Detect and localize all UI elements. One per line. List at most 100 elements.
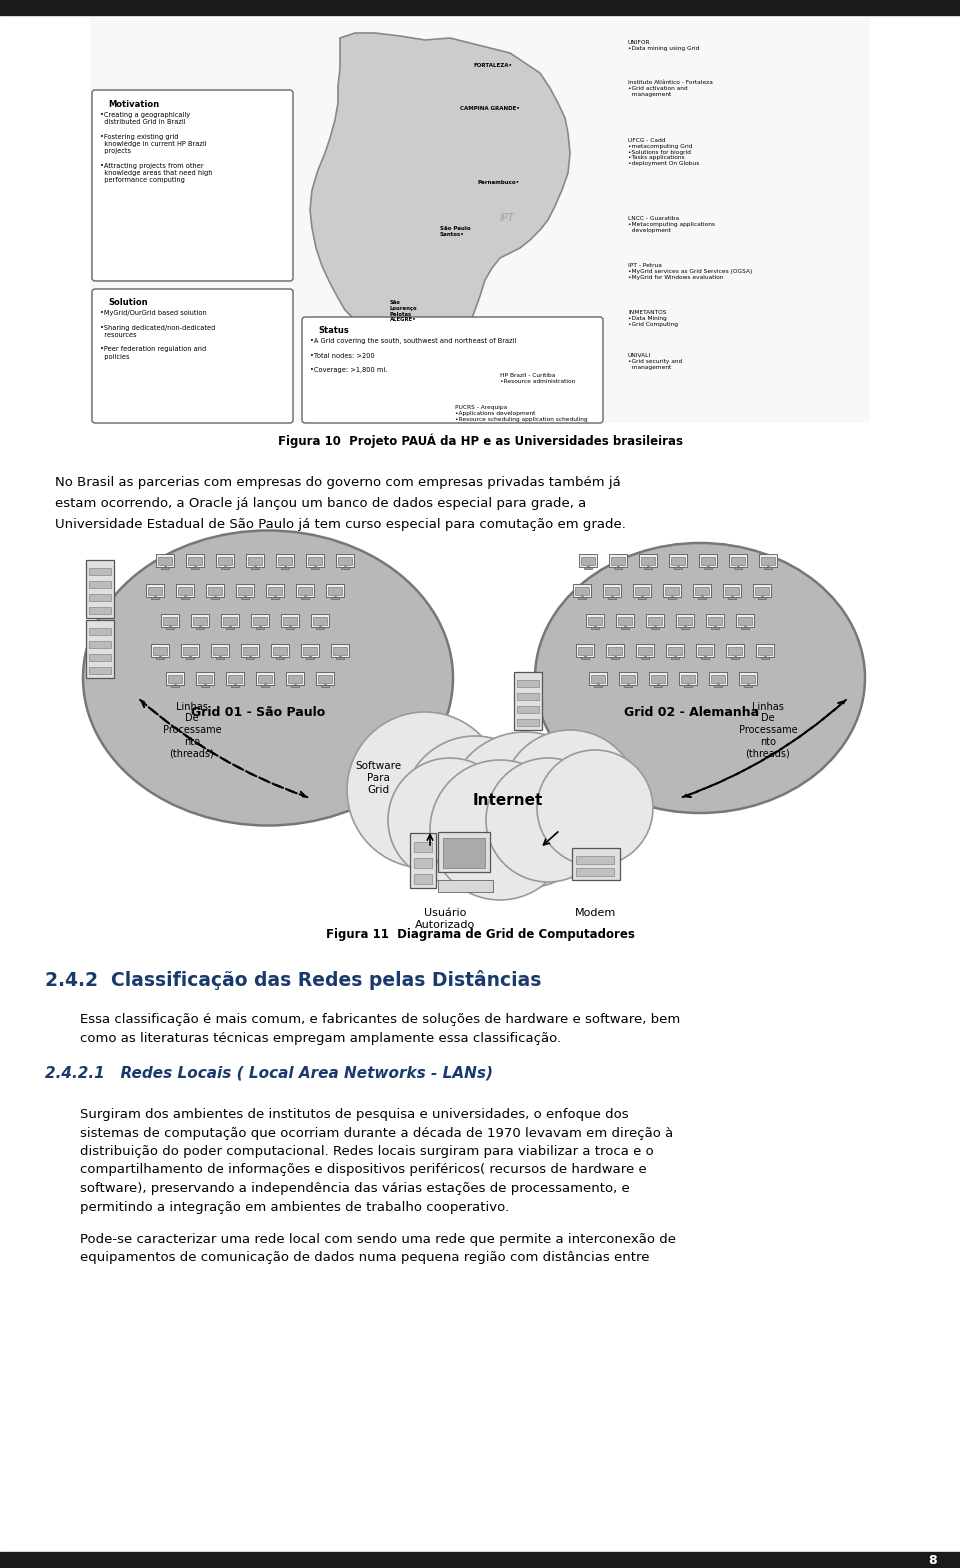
Bar xyxy=(89,629,111,635)
Text: 2.4.2.1   Redes Locais ( Local Area Networks - LANs): 2.4.2.1 Redes Locais ( Local Area Networ… xyxy=(45,1065,493,1080)
Bar xyxy=(618,616,632,626)
Circle shape xyxy=(502,731,638,866)
Bar xyxy=(755,586,769,594)
Bar xyxy=(698,646,712,655)
Bar xyxy=(276,554,294,566)
Bar xyxy=(219,655,221,659)
Bar xyxy=(264,684,266,687)
Text: software), preservando a independência das várias estações de processamento, e: software), preservando a independência d… xyxy=(80,1182,630,1195)
Bar xyxy=(761,557,775,564)
Bar xyxy=(86,619,114,677)
Bar xyxy=(273,646,287,655)
Bar xyxy=(146,583,164,596)
Bar xyxy=(316,673,334,685)
Bar xyxy=(161,615,180,627)
Text: Motivation: Motivation xyxy=(108,100,159,110)
Bar xyxy=(588,673,607,685)
Text: Software
Para
Grid: Software Para Grid xyxy=(355,760,401,795)
Bar xyxy=(646,615,664,627)
Bar xyxy=(89,568,111,575)
Bar xyxy=(681,674,695,684)
Bar xyxy=(576,644,594,657)
Bar xyxy=(243,646,257,655)
Bar xyxy=(687,684,689,687)
Text: permitindo a integração em ambientes de trabalho cooperativo.: permitindo a integração em ambientes de … xyxy=(80,1201,509,1214)
Text: como as literaturas técnicas empregam amplamente essa classificação.: como as literaturas técnicas empregam am… xyxy=(80,1032,562,1044)
Bar xyxy=(744,626,746,629)
Bar xyxy=(283,616,297,626)
Bar xyxy=(663,583,681,596)
Text: •A Grid covering the south, southwest and northeast of Brazil

•Total nodes: >20: •A Grid covering the south, southwest an… xyxy=(310,339,516,373)
Bar xyxy=(156,554,174,566)
Bar xyxy=(729,554,747,566)
Text: Internet: Internet xyxy=(473,792,543,808)
Bar xyxy=(204,684,206,687)
Bar xyxy=(639,554,657,566)
Bar xyxy=(731,596,733,597)
Bar xyxy=(89,607,111,615)
Bar xyxy=(336,554,354,566)
Bar xyxy=(708,616,722,626)
Bar xyxy=(338,557,352,564)
Bar xyxy=(169,626,171,629)
Bar xyxy=(271,644,289,657)
Bar xyxy=(183,646,197,655)
Bar xyxy=(304,596,306,597)
Bar xyxy=(244,596,246,597)
Bar xyxy=(759,554,777,566)
Bar xyxy=(696,644,714,657)
Bar xyxy=(205,583,224,596)
Bar xyxy=(591,674,605,684)
Bar xyxy=(223,616,237,626)
Bar xyxy=(641,557,655,564)
Bar xyxy=(635,586,649,594)
Text: HP Brazil - Curitiba
•Resource administration: HP Brazil - Curitiba •Resource administr… xyxy=(500,373,575,384)
Bar xyxy=(236,583,254,596)
Bar xyxy=(253,566,256,568)
Text: •Creating a geographically
  distributed Grid in Brazil

•Fostering existing gri: •Creating a geographically distributed G… xyxy=(100,111,212,183)
Bar xyxy=(741,674,755,684)
Bar xyxy=(294,684,296,687)
Bar xyxy=(180,644,199,657)
Bar xyxy=(517,681,539,687)
Bar xyxy=(644,655,646,659)
Bar xyxy=(296,583,314,596)
Bar xyxy=(196,673,214,685)
Text: Status: Status xyxy=(318,326,348,336)
Bar xyxy=(300,644,319,657)
Bar xyxy=(684,626,686,629)
Bar xyxy=(609,554,627,566)
Bar xyxy=(238,586,252,594)
Text: CAMPINA GRANDE•: CAMPINA GRANDE• xyxy=(460,107,520,111)
Bar xyxy=(198,674,212,684)
Text: 8: 8 xyxy=(928,1554,937,1566)
Bar xyxy=(669,554,687,566)
Bar xyxy=(606,644,624,657)
Bar xyxy=(246,554,264,566)
Bar xyxy=(194,566,196,568)
Bar xyxy=(638,646,652,655)
Bar xyxy=(278,655,281,659)
Bar xyxy=(313,616,327,626)
Bar xyxy=(214,596,216,597)
Bar xyxy=(666,644,684,657)
Bar xyxy=(736,615,755,627)
Bar xyxy=(581,596,583,597)
Bar xyxy=(158,557,172,564)
Bar xyxy=(708,673,727,685)
Bar xyxy=(191,615,209,627)
Bar xyxy=(234,684,236,687)
Bar xyxy=(584,655,587,659)
Text: Universidade Estadual de São Paulo já tem curso especial para comutação em grade: Universidade Estadual de São Paulo já te… xyxy=(55,517,626,532)
Bar xyxy=(611,596,613,597)
Text: UNIFOR
•Data mining using Grid: UNIFOR •Data mining using Grid xyxy=(628,41,700,50)
Bar xyxy=(176,583,194,596)
Bar xyxy=(216,554,234,566)
Bar xyxy=(89,666,111,674)
Bar xyxy=(611,557,625,564)
Bar xyxy=(514,673,542,731)
Bar xyxy=(737,566,739,568)
Bar xyxy=(251,615,269,627)
Bar xyxy=(339,655,341,659)
Bar xyxy=(676,615,694,627)
